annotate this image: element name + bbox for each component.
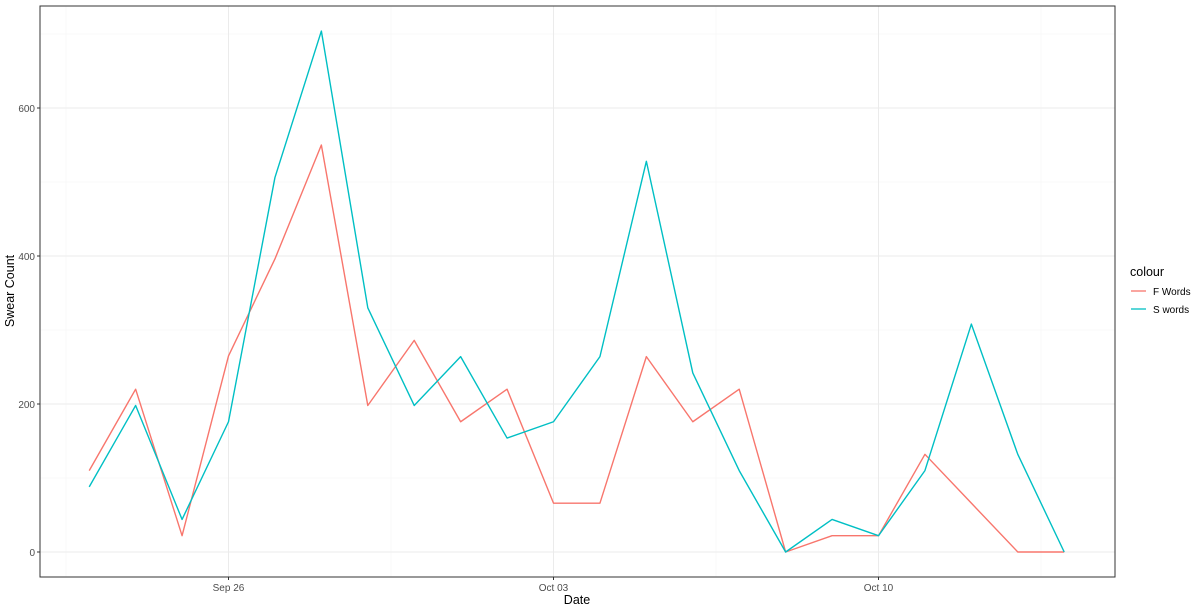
legend-label-s-words: S words [1153, 305, 1189, 316]
panel-border [39, 5, 1116, 578]
x-tick-label: Oct 10 [864, 583, 894, 594]
x-axis: Sep 26 Oct 03 Oct 10 [213, 577, 894, 594]
legend: colour F Words S words [1130, 265, 1191, 316]
y-tick-label: 400 [18, 252, 35, 263]
minor-gridlines [40, 6, 1115, 577]
legend-item-s-words: S words [1131, 305, 1189, 316]
major-gridlines [40, 6, 1115, 577]
y-axis: 0 200 400 600 [18, 104, 40, 559]
y-tick-label: 200 [18, 400, 35, 411]
legend-item-f-words: F Words [1131, 287, 1191, 298]
y-axis-title: Swear Count [3, 254, 17, 327]
legend-title: colour [1130, 265, 1164, 279]
x-tick-label: Sep 26 [213, 583, 245, 594]
y-tick-label: 0 [29, 548, 35, 559]
x-axis-title: Date [564, 593, 590, 607]
x-tick-label: Oct 03 [539, 583, 569, 594]
series-line-s-words [88, 30, 1065, 553]
panel-background [40, 6, 1115, 577]
series-line-f-words [88, 144, 1065, 553]
y-tick-label: 600 [18, 104, 35, 115]
series-layer [88, 30, 1065, 553]
legend-label-f-words: F Words [1153, 287, 1191, 298]
